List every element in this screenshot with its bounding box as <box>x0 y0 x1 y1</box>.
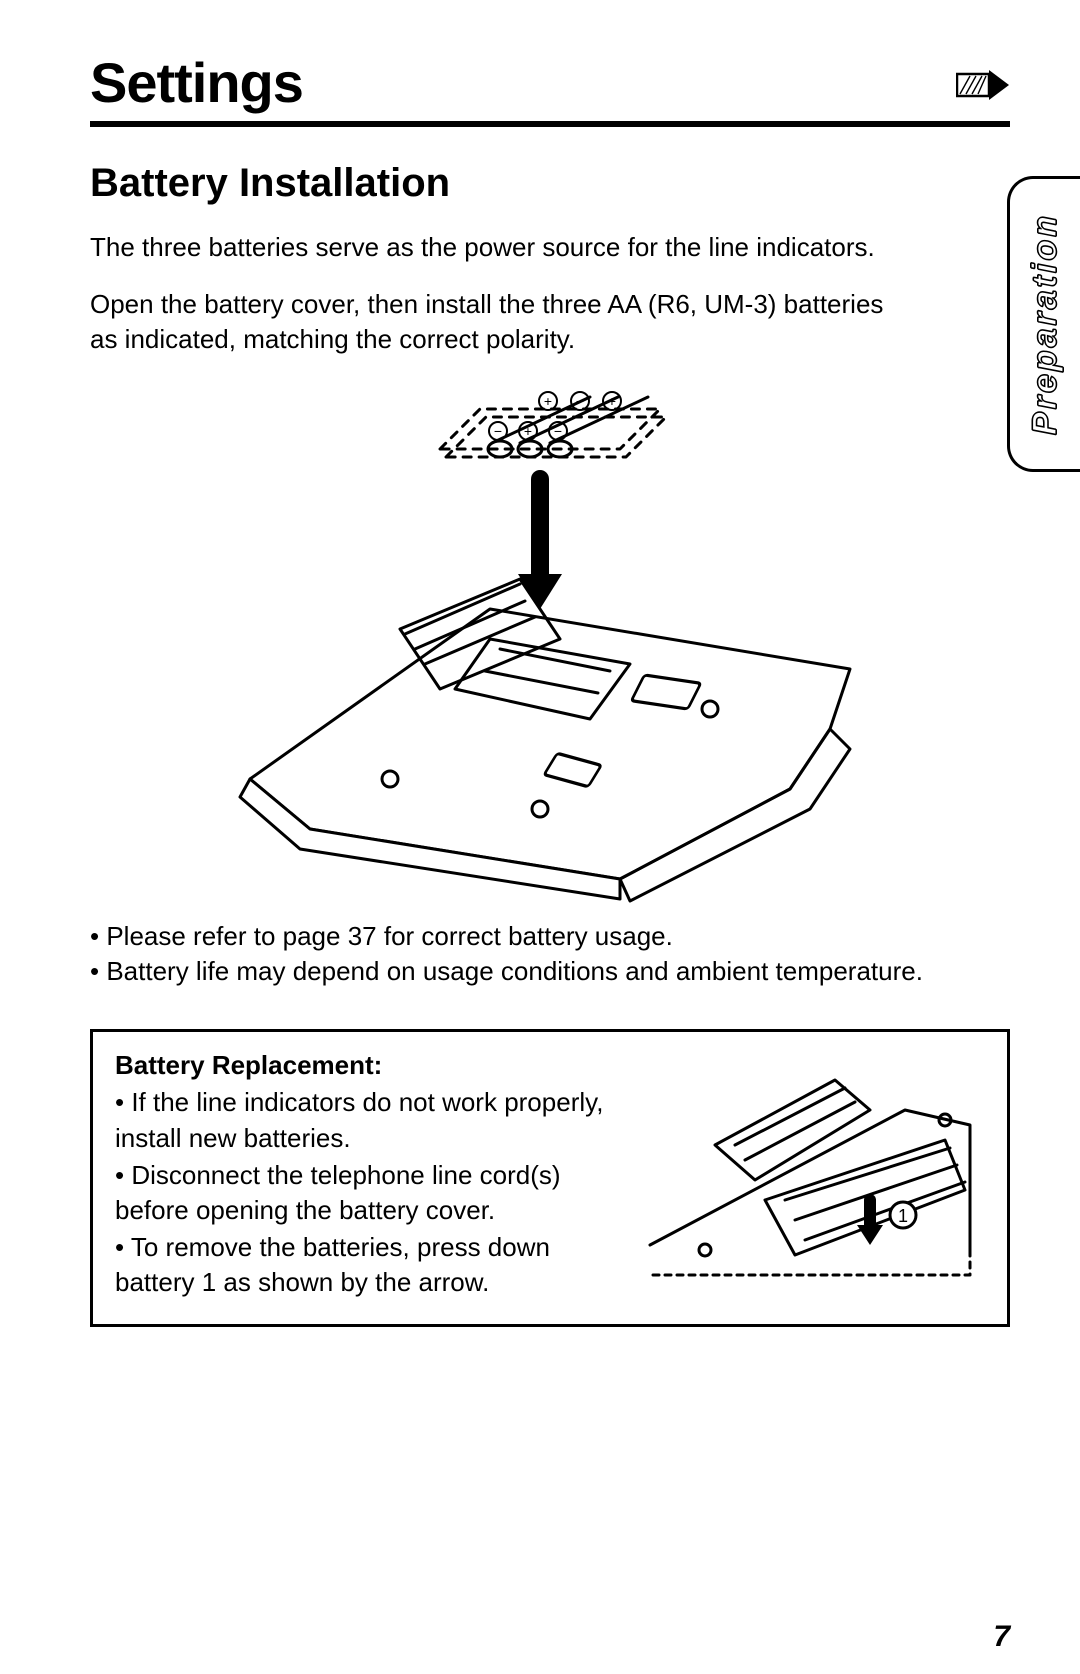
svg-text:+: + <box>544 393 552 409</box>
section-tab-label: Preparation <box>1026 213 1065 435</box>
note-item: Battery life may depend on usage conditi… <box>90 954 1010 989</box>
svg-text:+: + <box>524 423 532 439</box>
notes-list: Please refer to page 37 for correct batt… <box>90 919 1010 989</box>
svg-text:−: − <box>494 423 502 439</box>
svg-text:−: − <box>576 393 584 409</box>
box-title: Battery Replacement: <box>115 1050 635 1081</box>
svg-text:+: + <box>608 393 616 409</box>
box-item: To remove the batteries, press down batt… <box>115 1230 635 1300</box>
svg-text:1: 1 <box>898 1206 908 1226</box>
paragraph-2: Open the battery cover, then install the… <box>90 287 900 357</box>
box-item: Disconnect the telephone line cord(s) be… <box>115 1158 635 1228</box>
section-title: Battery Installation <box>90 161 1010 206</box>
box-item: If the line indicators do not work prope… <box>115 1085 635 1155</box>
continue-arrow-icon <box>956 70 1010 105</box>
battery-removal-illustration: 1 <box>645 1050 985 1302</box>
battery-install-illustration: + − + − + − <box>190 379 910 909</box>
section-tab: Preparation <box>1007 176 1080 472</box>
svg-text:−: − <box>554 423 562 439</box>
page-title: Settings <box>90 50 303 115</box>
paragraph-1: The three batteries serve as the power s… <box>90 230 900 265</box>
battery-replacement-box: Battery Replacement: If the line indicat… <box>90 1029 1010 1327</box>
note-item: Please refer to page 37 for correct batt… <box>90 919 1010 954</box>
page-number: 7 <box>993 1620 1010 1654</box>
